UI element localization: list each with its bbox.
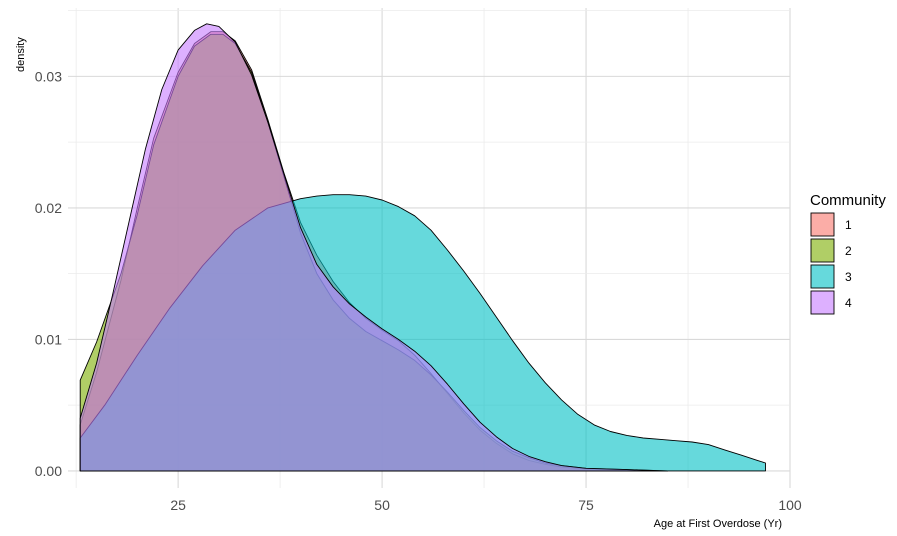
legend-label-2: 2 — [845, 244, 852, 258]
x-tick-label: 25 — [170, 497, 186, 513]
x-tick-label: 75 — [578, 497, 594, 513]
x-tick-label: 50 — [374, 497, 390, 513]
y-tick-label: 0.01 — [35, 331, 62, 347]
legend: Community 1 2 3 4 — [810, 192, 886, 315]
legend-key-4 — [810, 290, 835, 315]
density-area-4 — [79, 23, 669, 472]
y-axis-ticks: 0.00 0.01 0.02 0.03 — [35, 68, 62, 479]
legend-key-3 — [810, 264, 835, 289]
x-tick-label: 100 — [778, 497, 802, 513]
y-tick-label: 0.03 — [35, 68, 62, 84]
x-axis-ticks: 25 50 75 100 — [170, 497, 802, 513]
legend-label-3: 3 — [845, 270, 852, 284]
legend-label-4: 4 — [845, 296, 852, 310]
legend-label-1: 1 — [845, 218, 852, 232]
y-tick-label: 0.00 — [35, 463, 62, 479]
legend-title: Community — [810, 192, 886, 209]
legend-key-2 — [810, 238, 835, 263]
y-axis-title: density — [15, 37, 27, 72]
x-axis-title: Age at First Overdose (Yr) — [654, 518, 782, 530]
density-areas — [79, 23, 766, 472]
y-tick-label: 0.02 — [35, 200, 62, 216]
legend-key-1 — [810, 212, 835, 237]
